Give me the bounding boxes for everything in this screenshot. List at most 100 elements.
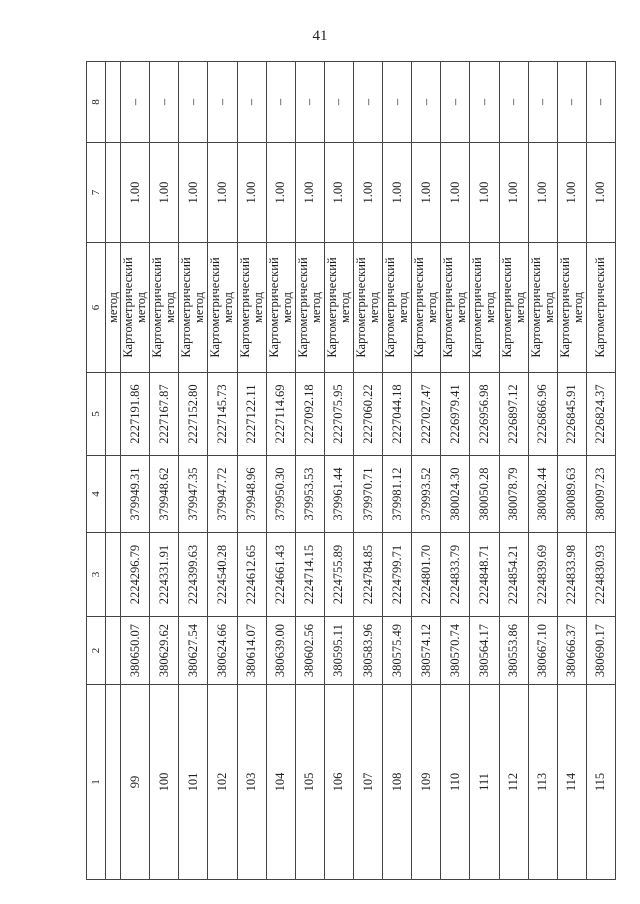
accuracy: 1.00	[120, 142, 150, 243]
y-coordinate: 2224661.43	[266, 532, 296, 617]
table-row: 101 380627.54 2224399.63 379947.35 2227152.8…	[178, 61, 208, 880]
y-coordinate: 2224714.15	[295, 532, 325, 617]
x-coordinate-2: 379947.35	[178, 455, 208, 533]
y-coordinate: 2224755.89	[324, 532, 354, 617]
header-cell: 8	[86, 61, 106, 143]
column-8: –	[557, 61, 587, 143]
column-8: –	[528, 61, 558, 143]
method-cell: Картометрический метод	[411, 242, 441, 373]
column-8: –	[295, 61, 325, 143]
y-coordinate: 2224331.91	[149, 532, 179, 617]
point-number: 100	[149, 684, 179, 880]
column-8: –	[440, 61, 470, 143]
y-coordinate: 2224833.79	[440, 532, 470, 617]
x-coordinate-2: 379948.96	[237, 455, 267, 533]
table-row: 103 380614.07 2224612.65 379948.96 2227122.1…	[237, 61, 267, 880]
page-number: 41	[312, 28, 328, 44]
table-row: 109 380574.12 2224801.70 379993.52 2227027.4…	[411, 61, 441, 880]
x-coordinate: 380583.96	[353, 616, 383, 685]
point-number: 109	[411, 684, 441, 880]
table-row: 112 380553.86 2224854.21 380078.79 2226897.1…	[499, 61, 529, 880]
method-cell: Картометрический метод	[149, 242, 179, 373]
column-8: –	[586, 61, 616, 143]
accuracy: 1.00	[295, 142, 325, 243]
y-coordinate: 2224848.71	[469, 532, 500, 617]
method-cell: Картометрический метод	[499, 242, 529, 373]
column-8: –	[266, 61, 296, 143]
accuracy: 1.00	[324, 142, 354, 243]
method-cell: Картометрический метод	[178, 242, 208, 373]
table-row: 107 380583.96 2224784.85 379970.71 2227060.2…	[353, 61, 383, 880]
method-cell: Картометрический	[586, 242, 616, 373]
x-coordinate: 380667.10	[528, 616, 558, 685]
table-row: 114 380666.37 2224833.98 380089.63 2226845.9…	[557, 61, 587, 880]
y-coordinate-2: 2226897.12	[499, 372, 529, 456]
header-cell: 5	[86, 372, 106, 456]
method-cell: Картометрический метод	[120, 242, 150, 373]
table-row: 100 380629.62 2224331.91 379948.62 2227167.8…	[149, 61, 179, 880]
point-number: 107	[353, 684, 383, 880]
table-row: 106 380595.11 2224755.89 379961.44 2227075.9…	[324, 61, 354, 880]
header-row: 1 2 3 4 5 6 7 8	[86, 61, 106, 880]
point-number: 113	[528, 684, 558, 880]
method-line-2: метод	[425, 292, 440, 324]
y-coordinate-2: 2227114.69	[266, 372, 296, 456]
x-coordinate-2: 380097.23	[586, 455, 616, 533]
continued-row: метод	[105, 61, 121, 880]
accuracy: 1.00	[528, 142, 558, 243]
point-number: 114	[557, 684, 587, 880]
accuracy: 1.00	[586, 142, 616, 243]
column-8: –	[324, 61, 354, 143]
method-line-1: Картометрический	[557, 257, 572, 358]
method-line-1: Картометрический	[499, 257, 514, 358]
table-row: 104 380639.00 2224661.43 379950.30 2227114.6…	[266, 61, 296, 880]
method-cell: Картометрический метод	[440, 242, 470, 373]
rotated-table-container: 1 2 3 4 5 6 7 8 метод 99 380650.07 2224296…	[86, 61, 616, 880]
x-coordinate: 380690.17	[586, 616, 616, 685]
point-number: 105	[295, 684, 325, 880]
y-coordinate-2: 2226824.37	[586, 372, 616, 456]
y-coordinate: 2224833.98	[557, 532, 587, 617]
accuracy: 1.00	[411, 142, 441, 243]
y-coordinate-2: 2227191.86	[120, 372, 150, 456]
point-number: 103	[237, 684, 267, 880]
point-number: 104	[266, 684, 296, 880]
header-cell: 6	[86, 242, 106, 373]
y-coordinate: 2224296.79	[120, 532, 150, 617]
x-coordinate-2: 380050.28	[469, 455, 500, 533]
x-coordinate-2: 380082.44	[528, 455, 558, 533]
header-cell: 4	[86, 455, 106, 533]
method-line-2: метод	[541, 292, 556, 324]
point-number: 115	[586, 684, 616, 880]
x-coordinate: 380666.37	[557, 616, 587, 685]
y-coordinate: 2224854.21	[499, 532, 529, 617]
method-cell: Картометрический метод	[237, 242, 267, 373]
x-coordinate: 380624.66	[207, 616, 238, 685]
method-cell: Картометрический метод	[266, 242, 296, 373]
method-line-2: метод	[308, 292, 323, 324]
x-coordinate: 380553.86	[499, 616, 529, 685]
accuracy: 1.00	[557, 142, 587, 243]
y-coordinate-2: 2227145.73	[207, 372, 238, 456]
y-coordinate-2: 2227167.87	[149, 372, 179, 456]
y-coordinate: 2224540.28	[207, 532, 238, 617]
table-row: 102 380624.66 2224540.28 379947.72 2227145.7…	[207, 61, 238, 880]
x-coordinate-2: 379953.53	[295, 455, 325, 533]
accuracy: 1.00	[440, 142, 470, 243]
y-coordinate-2: 2226866.96	[528, 372, 558, 456]
column-8: –	[469, 61, 500, 143]
point-number: 110	[440, 684, 470, 880]
coordinates-table: 1 2 3 4 5 6 7 8 метод 99 380650.07 2224296…	[86, 61, 616, 880]
point-number: 102	[207, 684, 238, 880]
x-coordinate: 380602.56	[295, 616, 325, 685]
point-number: 99	[120, 684, 150, 880]
y-coordinate: 2224801.70	[411, 532, 441, 617]
column-8: –	[207, 61, 238, 143]
x-coordinate-2: 380089.63	[557, 455, 587, 533]
y-coordinate-2: 2227060.22	[353, 372, 383, 456]
y-coordinate-2: 2227092.18	[295, 372, 325, 456]
header-cell: 3	[86, 532, 106, 617]
column-8: –	[382, 61, 412, 143]
y-coordinate-2: 2227027.47	[411, 372, 441, 456]
method-line-2: метод	[367, 292, 382, 324]
